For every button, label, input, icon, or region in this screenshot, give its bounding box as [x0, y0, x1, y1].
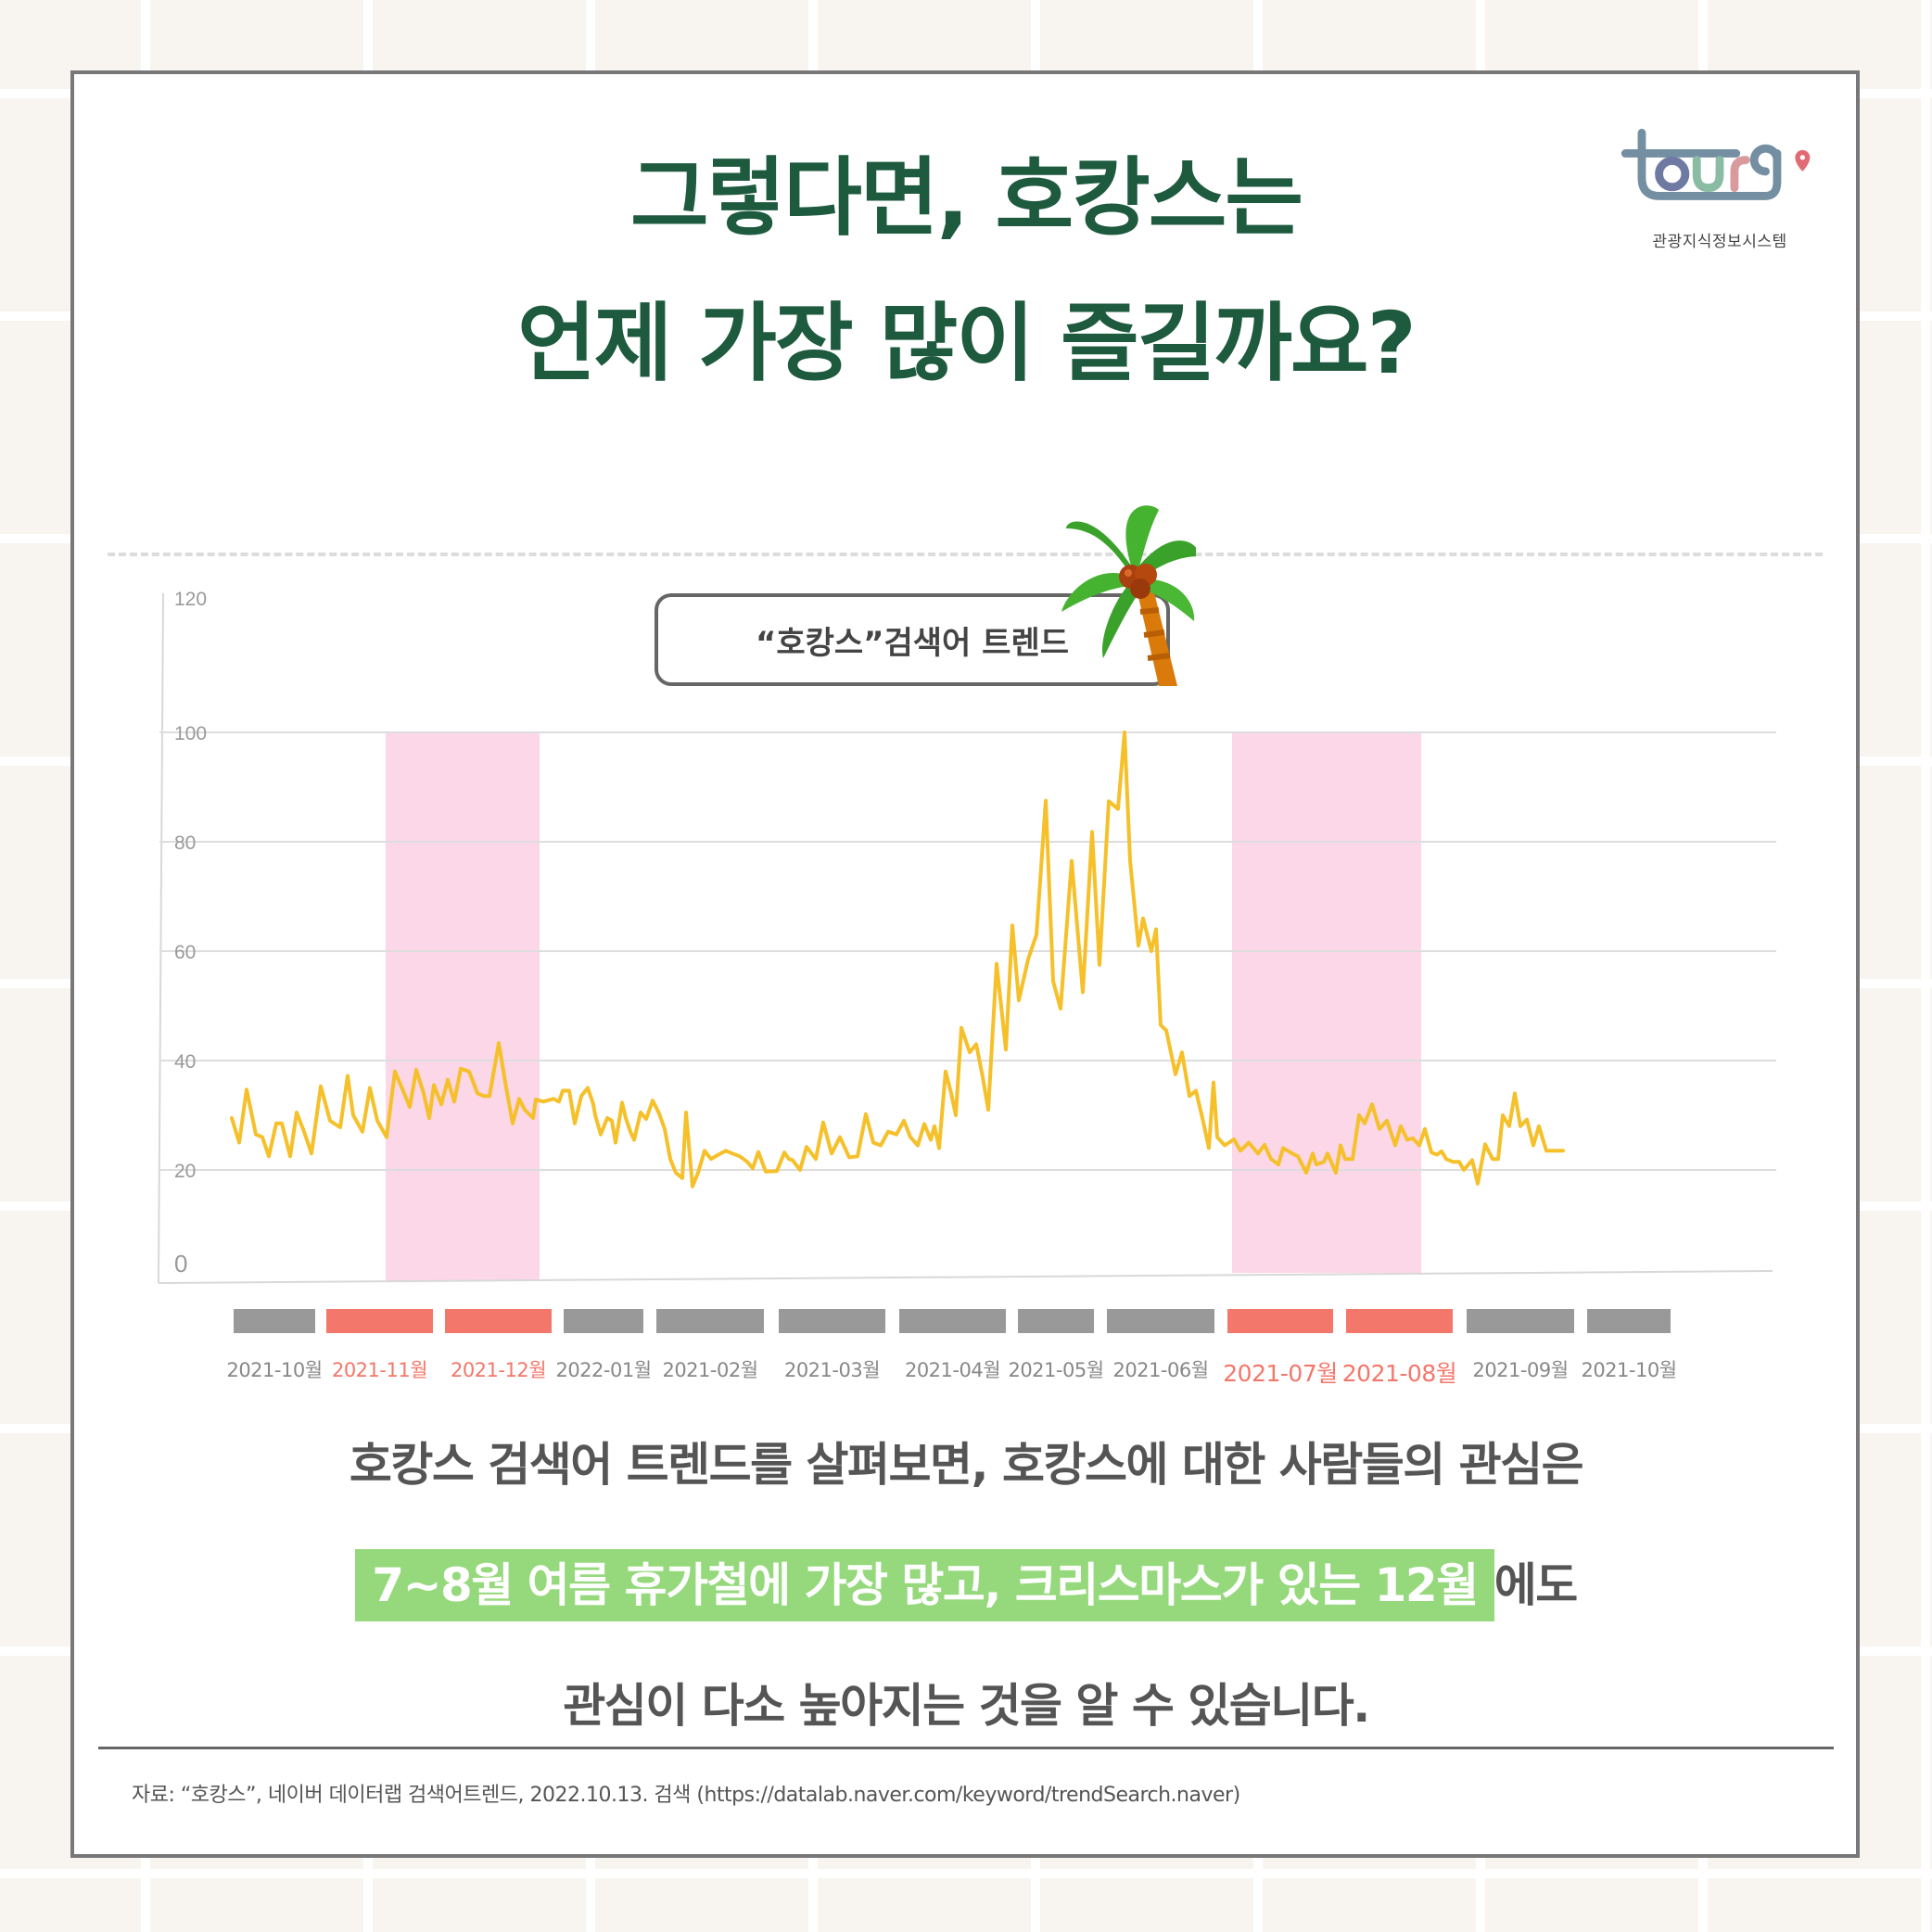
- month-bar: [1346, 1309, 1453, 1333]
- month-label: 2021-03월: [783, 1359, 881, 1381]
- y-tick-label: 80: [174, 833, 196, 854]
- month-label: 2021-04월: [904, 1359, 1001, 1381]
- y-tick-label: 40: [174, 1051, 196, 1073]
- chart-legend-label: “호캉스”검색어 트렌드: [755, 624, 1070, 662]
- logo-subtitle: 관광지식정보시스템: [1652, 233, 1787, 251]
- palm-tree-icon: [1061, 505, 1196, 686]
- month-label: 2021-06월: [1112, 1359, 1209, 1381]
- month-bar: [899, 1309, 1006, 1333]
- highlight-band: [386, 732, 540, 1281]
- month-bar: [1107, 1309, 1214, 1333]
- month-label: 2021-10월: [226, 1359, 323, 1381]
- highlight-bands: [386, 732, 1421, 1281]
- y-tick-label: 20: [174, 1161, 196, 1182]
- summary-line2: 7~8월 여름 휴가철에 가장 많고, 크리스마스가 있는 12월 에도: [0, 1548, 1932, 1621]
- month-label: 2021-05월: [1008, 1359, 1104, 1381]
- y-tick-label: 120: [174, 589, 207, 610]
- month-label: 2021-02월: [662, 1359, 758, 1381]
- chart-gridlines: [158, 592, 1776, 1284]
- month-label: 2021-08월: [1341, 1360, 1457, 1387]
- summary-line2-rest: 에도: [1493, 1558, 1579, 1612]
- trend-line: [230, 731, 1565, 1188]
- month-bar: [1587, 1309, 1671, 1333]
- month-label: 2021-09월: [1472, 1359, 1569, 1381]
- source-divider: [98, 1747, 1834, 1749]
- tourg-logo-icon: [1621, 128, 1811, 200]
- month-label: 2021-10월: [1581, 1359, 1677, 1381]
- page-title-line1: 그렇다면, 호캉스는: [629, 148, 1303, 248]
- month-bar: [1018, 1309, 1094, 1333]
- highlight-band: [1232, 732, 1421, 1273]
- month-label: 2022-01월: [555, 1359, 652, 1381]
- month-bar: [1467, 1309, 1574, 1333]
- month-label: 2021-12월: [450, 1359, 547, 1381]
- month-label: 2021-11월: [331, 1359, 428, 1381]
- month-bar: [656, 1309, 764, 1333]
- summary-line1: 호캉스 검색어 트렌드를 살펴보면, 호캉스에 대한 사람들의 관심은: [349, 1438, 1584, 1492]
- y-axis-ticks: 0 20 40 60 80 100 120: [174, 589, 207, 1277]
- y-tick-label: 0: [174, 1250, 187, 1277]
- y-tick-label: 60: [174, 942, 196, 963]
- summary-highlight: 7~8월 여름 휴가철에 가장 많고, 크리스마스가 있는 12월: [355, 1549, 1494, 1621]
- summary-line3: 관심이 다소 높아지는 것을 알 수 있습니다.: [563, 1679, 1370, 1733]
- y-tick-label: 100: [174, 723, 207, 744]
- month-bar: [445, 1309, 552, 1333]
- month-bar: [564, 1309, 643, 1333]
- source-citation: 자료: “호캉스”, 네이버 데이터랩 검색어트렌드, 2022.10.13. …: [132, 1784, 1240, 1807]
- month-bar: [779, 1309, 885, 1333]
- dashed-divider: [108, 553, 1823, 556]
- month-bar: [1227, 1309, 1333, 1333]
- month-label: 2021-07월: [1223, 1360, 1338, 1387]
- month-bar: [326, 1309, 433, 1333]
- x-axis-months: 2021-10월 2021-11월 2021-12월 2022-01월 2021-02월…: [0, 1309, 1932, 1392]
- chart-legend-box: “호캉스”검색어 트렌드: [655, 593, 1170, 686]
- trend-line-chart: 0 20 40 60 80 100 120: [158, 589, 1776, 1284]
- page-title-line2: 언제 가장 많이 즐길까요?: [517, 294, 1417, 393]
- month-bar: [234, 1309, 315, 1333]
